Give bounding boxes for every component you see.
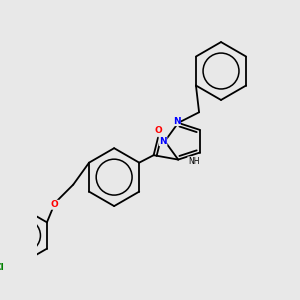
Text: N: N [172,117,180,126]
Text: Cl: Cl [0,262,4,272]
Text: O: O [154,126,162,135]
Text: O: O [51,200,59,209]
Text: N: N [159,137,167,146]
Text: NH: NH [188,157,200,166]
